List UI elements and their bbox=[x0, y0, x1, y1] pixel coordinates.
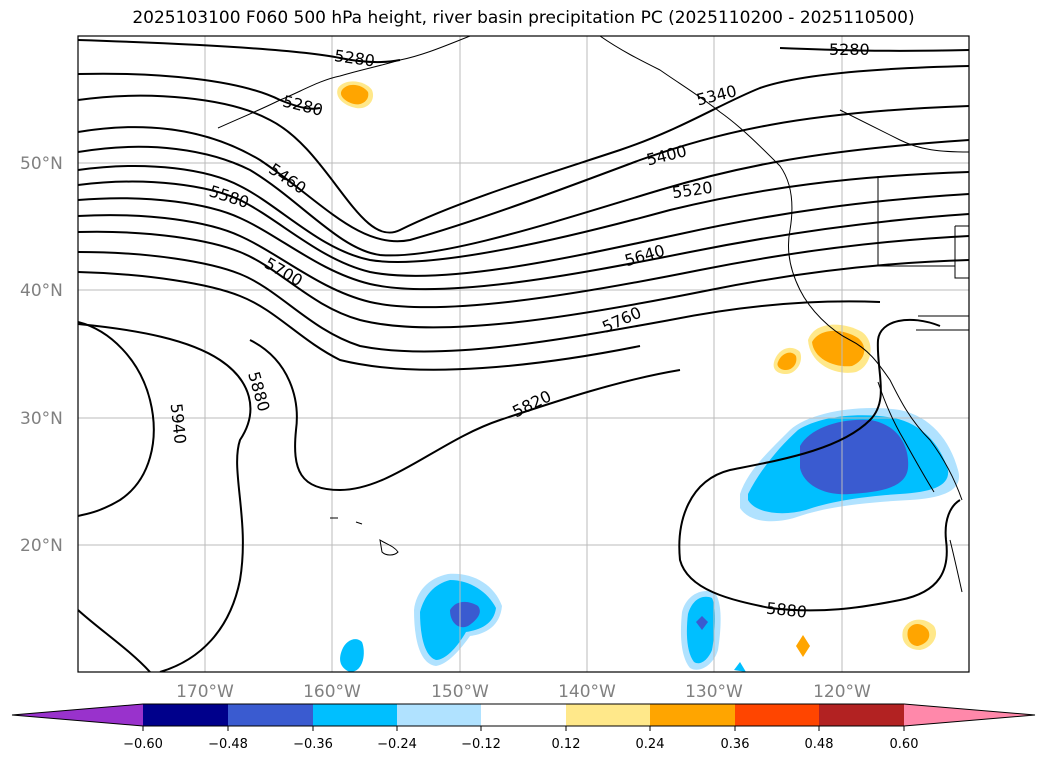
coastlines bbox=[217, 36, 969, 593]
colorbar-segment bbox=[819, 704, 904, 726]
contour-label: 5520 bbox=[671, 178, 714, 202]
lat-label: 30°N bbox=[20, 409, 63, 429]
colorbar-tick: 0.48 bbox=[805, 737, 834, 752]
contour-label: 5580 bbox=[207, 181, 252, 212]
lon-label: 120°W bbox=[813, 682, 871, 702]
colorbar-tick: 0.24 bbox=[636, 737, 665, 752]
colorbar-segment bbox=[735, 704, 819, 726]
colorbar-tick: −0.60 bbox=[123, 737, 163, 752]
lon-label: 130°W bbox=[685, 682, 743, 702]
contour-label: 5280 bbox=[829, 40, 870, 59]
latitude-labels: 50°N 40°N 30°N 20°N bbox=[20, 154, 63, 556]
gridlines bbox=[78, 36, 969, 672]
colorbar-segment bbox=[481, 704, 566, 726]
colorbar-extend-high bbox=[904, 704, 1035, 726]
colorbar-tick: −0.24 bbox=[377, 737, 417, 752]
map-frame bbox=[77, 35, 970, 673]
contour-label: 5700 bbox=[261, 254, 306, 291]
lat-label: 50°N bbox=[20, 154, 63, 174]
colorbar-segment bbox=[228, 704, 313, 726]
lat-label: 40°N bbox=[20, 281, 63, 301]
lat-label: 20°N bbox=[20, 536, 63, 556]
lon-label: 150°W bbox=[431, 682, 489, 702]
map-title: 2025103100 F060 500 hPa height, river ba… bbox=[132, 8, 915, 28]
contour-label-group: 5280 5280 5280 5340 5400 5460 5520 5580 … bbox=[167, 40, 870, 622]
colorbar-segment bbox=[143, 704, 228, 726]
colorbar-tick: −0.48 bbox=[208, 737, 248, 752]
precip-fills bbox=[337, 81, 960, 672]
lon-label: 170°W bbox=[176, 682, 234, 702]
colorbar-extend-low bbox=[12, 704, 143, 726]
contour-label: 5820 bbox=[509, 386, 554, 421]
colorbar-tick: −0.12 bbox=[461, 737, 501, 752]
contour-label: 5760 bbox=[599, 303, 644, 337]
height-contours bbox=[78, 39, 969, 672]
colorbar-segment bbox=[313, 704, 397, 726]
lon-label: 140°W bbox=[558, 682, 616, 702]
colorbar-segment bbox=[397, 704, 481, 726]
contour-label: 5340 bbox=[695, 81, 739, 109]
colorbar-segment bbox=[650, 704, 735, 726]
colorbar-tick: 0.36 bbox=[721, 737, 750, 752]
contour-label: 5880 bbox=[765, 599, 807, 622]
contour-label: 5940 bbox=[167, 402, 190, 444]
colorbar-tick: 0.12 bbox=[552, 737, 581, 752]
contour-label: 5280 bbox=[281, 92, 325, 120]
contour-label: 5880 bbox=[244, 369, 273, 413]
colorbar-tick: 0.60 bbox=[890, 737, 919, 752]
colorbar: −0.60 −0.48 −0.36 −0.24 −0.12 0.12 0.24 … bbox=[11, 703, 1036, 752]
colorbar-tick: −0.36 bbox=[293, 737, 333, 752]
colorbar-segment bbox=[566, 704, 650, 726]
contour-label: 5400 bbox=[645, 141, 689, 169]
longitude-labels: 170°W 160°W 150°W 140°W 130°W 120°W bbox=[176, 682, 871, 702]
lon-label: 160°W bbox=[303, 682, 361, 702]
